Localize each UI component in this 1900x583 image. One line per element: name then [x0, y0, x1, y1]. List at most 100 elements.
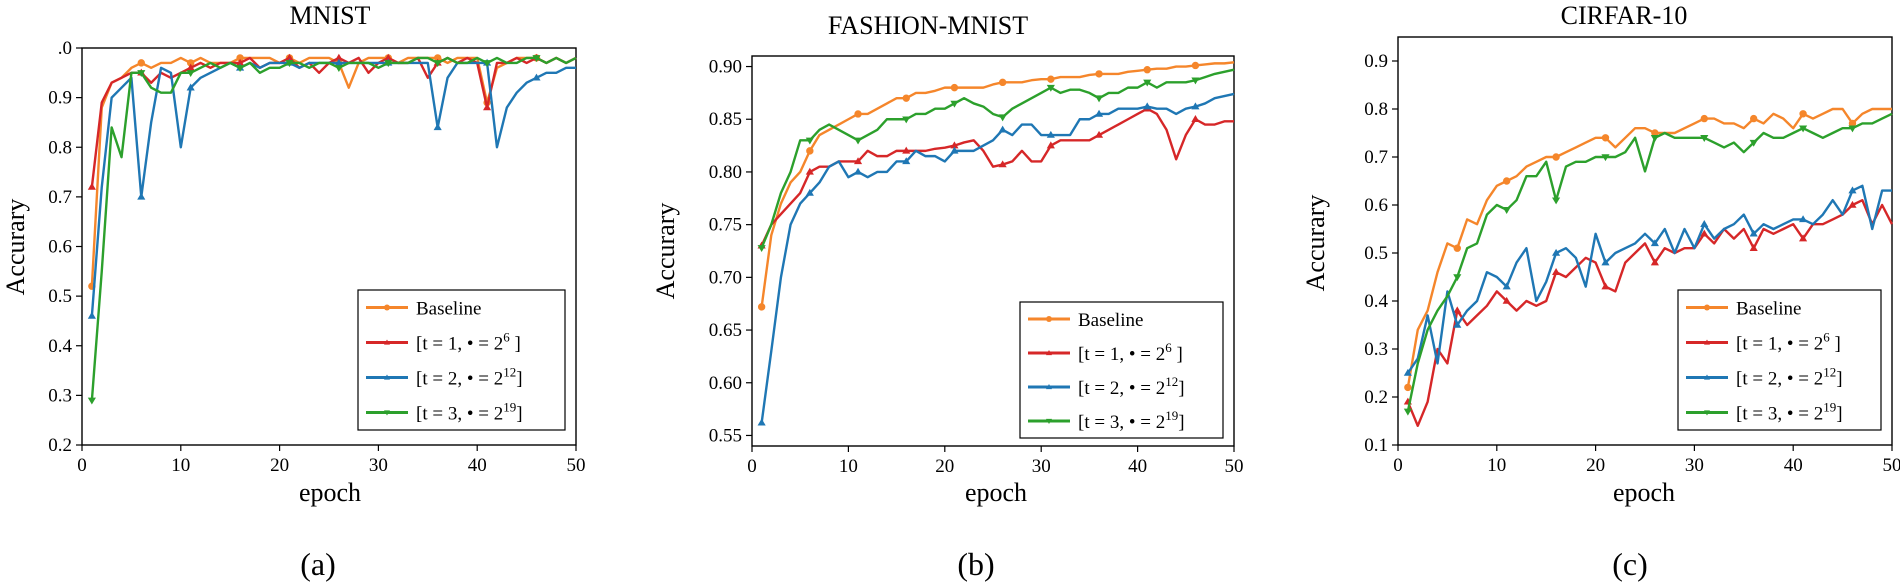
- legend-label-text: [t = 3, • = 2: [1736, 404, 1823, 425]
- legend-box: [1677, 289, 1882, 431]
- plot-series-group: [757, 61, 1235, 426]
- legend-label-text: [t = 2, • = 2: [1078, 378, 1165, 399]
- y-tick-label: 0.5: [1364, 243, 1388, 264]
- panel-mnist: MNIST 0 10 20 30 40 50 0.2 0.3 0.4 0.5 0.6 0.7 0.8 0.…: [1, 1, 586, 582]
- legend-label: Baseline: [1078, 310, 1143, 331]
- panel-label: (b): [957, 546, 994, 582]
- panel-cifar-10: CIRFAR-10 0 10 20 30 40 500.10.20.30.40.50.60…: [1301, 1, 1900, 582]
- data-point: [853, 137, 863, 145]
- x-tick-label: 50: [567, 455, 586, 476]
- legend-item: [t = 2, • = 212]: [1686, 365, 1843, 390]
- y-tick-label: 0.4: [48, 336, 72, 357]
- legend-label-exponent: 12: [1823, 365, 1836, 380]
- axes-area: 0 10 20 30 40 50 0.55 0.60 0.65 0.70 0.75 0.80 0.85 0…: [709, 55, 1244, 477]
- legend-label-end: ]: [1836, 404, 1842, 425]
- y-tick-label: 0.70: [709, 267, 742, 288]
- series-2: [1403, 198, 1894, 427]
- chart-title: FASHION-MNIST: [828, 11, 1028, 40]
- x-tick-label: 50: [1225, 456, 1244, 477]
- legend-marker: [1046, 350, 1052, 356]
- legend-label-text: [t = 1, • = 2: [1078, 344, 1165, 365]
- data-point: [757, 303, 766, 311]
- y-tick-label: 0.7: [48, 187, 72, 208]
- data-point: [186, 59, 195, 67]
- legend: Baseline[t = 1, • = 26 ][t = 2, • = 212]…: [1677, 289, 1882, 431]
- legend-label: Baseline: [416, 299, 481, 320]
- y-axis-label: Accurary: [651, 203, 680, 300]
- legend-label: [t = 2, • = 212]: [1736, 365, 1843, 390]
- series-3: [757, 92, 1235, 426]
- y-tick-label: 0.8: [48, 137, 72, 158]
- data-point: [384, 60, 393, 68]
- data-point: [1403, 408, 1412, 416]
- legend-label: [t = 3, • = 219]: [1736, 400, 1843, 425]
- legend-label: [t = 2, • = 212]: [1078, 374, 1185, 399]
- data-point: [950, 146, 959, 154]
- panel-fashion-mnist: FASHION-MNIST 0 10 20 30 40 50 0.55 0.60 0.65 0.7…: [651, 11, 1244, 582]
- data-point: [998, 160, 1007, 168]
- legend-box: [357, 289, 566, 431]
- data-point: [1749, 244, 1758, 251]
- x-tick-label: 40: [1128, 456, 1147, 477]
- legend: Baseline [t = 1, • = 26 ] [t = 2, • = 212]…: [1019, 301, 1224, 439]
- data-point: [757, 418, 766, 426]
- data-point: [805, 167, 814, 175]
- data-point: [806, 147, 814, 155]
- plot-frame: [751, 55, 1235, 447]
- legend-label-exponent: 6: [1165, 340, 1172, 355]
- legend-item: [t = 2, • = 212]: [366, 365, 523, 390]
- legend-label-text: [t = 1, • = 2: [1736, 334, 1823, 355]
- x-tick-label: 0: [747, 456, 757, 477]
- data-point: [1403, 368, 1412, 376]
- data-point: [1552, 268, 1561, 275]
- plot-frame: [1397, 36, 1893, 446]
- legend-item: [t = 1, • = 26 ]: [1028, 340, 1183, 365]
- y-tick-label: 0.90: [709, 57, 742, 78]
- data-point: [483, 103, 492, 111]
- legend-item: [t = 1, • = 26 ]: [1686, 330, 1841, 355]
- series-line: [760, 61, 1235, 308]
- legend-label: [t = 3, • = 219]: [416, 400, 523, 425]
- data-point: [483, 60, 492, 68]
- data-point: [1848, 125, 1857, 133]
- legend-marker: [384, 374, 390, 380]
- legend-marker: [1704, 410, 1710, 416]
- legend-label-text: [t = 3, • = 2: [1078, 412, 1165, 433]
- data-point: [1650, 239, 1659, 247]
- data-point: [1143, 66, 1151, 74]
- series-1: [88, 54, 577, 290]
- data-point: [87, 311, 96, 319]
- data-point: [1700, 114, 1708, 123]
- y-tick-label: 0.2: [1364, 387, 1388, 408]
- data-point: [1502, 282, 1511, 290]
- series-line: [760, 92, 1235, 423]
- legend-label-text: [t = 2, • = 2: [416, 369, 503, 390]
- x-axis-label: epoch: [965, 478, 1027, 507]
- x-tick-label: 40: [468, 455, 487, 476]
- legend-item: [t = 3, • = 219]: [1028, 408, 1185, 433]
- x-tick-label: 10: [171, 455, 190, 476]
- data-point: [532, 73, 541, 81]
- data-point: [236, 65, 245, 73]
- panel-label: (c): [1612, 546, 1648, 582]
- legend-label-end: ]: [516, 404, 522, 425]
- data-point: [137, 192, 146, 200]
- series-line: [1406, 107, 1892, 388]
- x-tick-label: 20: [1586, 455, 1605, 476]
- chart-title: MNIST: [290, 1, 371, 30]
- legend-item: Baseline: [1028, 310, 1143, 331]
- data-point: [1502, 177, 1511, 185]
- data-point: [1799, 110, 1807, 118]
- data-point: [1700, 229, 1709, 237]
- data-point: [1601, 258, 1610, 266]
- legend-label-end: ]: [1836, 369, 1842, 390]
- data-point: [1799, 215, 1808, 223]
- legend-marker: [1046, 418, 1052, 424]
- legend-marker: [384, 410, 390, 416]
- legend-label: [t = 2, • = 212]: [416, 365, 523, 390]
- x-tick-label: 50: [1883, 455, 1900, 476]
- y-tick-label: 0.7: [1364, 147, 1388, 168]
- data-point: [1848, 200, 1857, 208]
- y-tick-label: 0.8: [1364, 99, 1388, 120]
- x-tick-label: 0: [1393, 455, 1403, 476]
